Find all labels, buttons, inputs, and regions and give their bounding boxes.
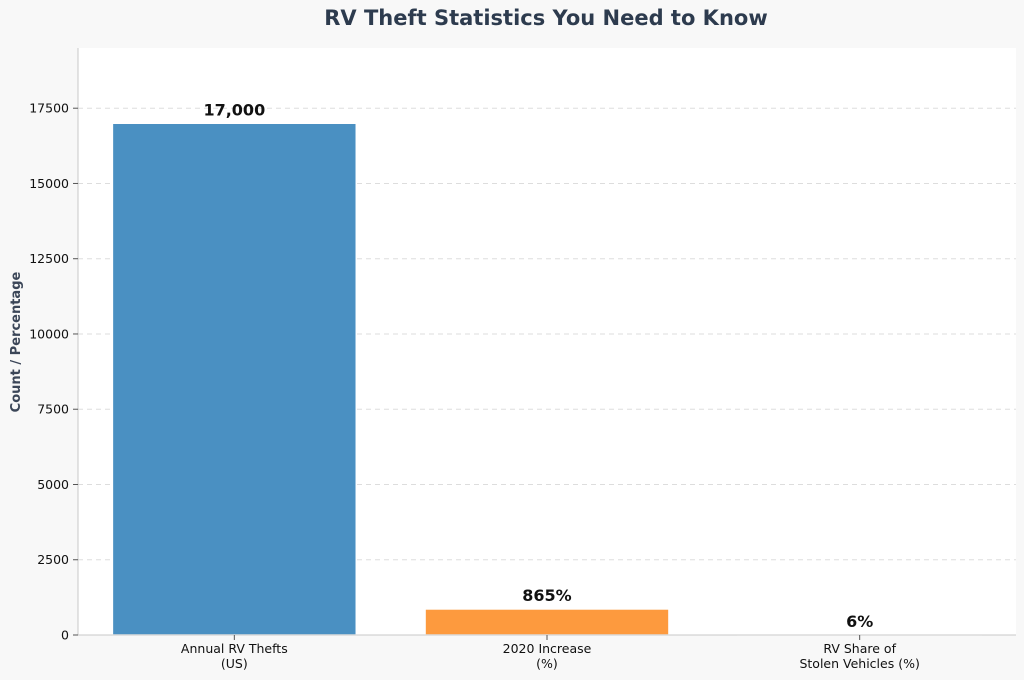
x-category-label-line: Stolen Vehicles (%)	[799, 656, 919, 671]
x-category-label: 2020 Increase (%)	[503, 641, 592, 671]
x-category-label-line: (%)	[536, 656, 558, 671]
bars	[111, 122, 983, 636]
y-tick-label: 10000	[29, 326, 69, 341]
x-category-label-line: (US)	[221, 656, 248, 671]
bar-data-label: 865%	[522, 586, 571, 605]
y-axis-label: Count / Percentage	[9, 271, 24, 412]
y-tick-label: 12500	[29, 251, 69, 266]
y-tick-label: 5000	[37, 477, 69, 492]
chart-title: RV Theft Statistics You Need to Know	[324, 6, 768, 30]
data-labels: 17,000 865% 6%	[203, 100, 873, 631]
y-ticks: 0 2500 5000 7500 10000 12500 15000 17500	[29, 101, 78, 643]
bar-data-label: 6%	[846, 612, 873, 631]
x-category-label-line: Annual RV Thefts	[181, 641, 288, 656]
x-category-label-line: RV Share of	[823, 641, 896, 656]
bar	[111, 122, 358, 636]
x-category-label-line: 2020 Increase	[503, 641, 592, 656]
bar-data-label: 17,000	[203, 100, 265, 119]
y-tick-label: 2500	[37, 552, 69, 567]
y-tick-label: 0	[61, 628, 69, 643]
y-tick-label: 15000	[29, 176, 69, 191]
x-category-label: Annual RV Thefts (US)	[181, 641, 288, 671]
y-tick-label: 17500	[29, 101, 69, 116]
bar	[424, 608, 670, 636]
y-tick-label: 7500	[37, 402, 69, 417]
x-category-labels: Annual RV Thefts (US) 2020 Increase (%) RV S…	[181, 635, 920, 671]
x-category-label: RV Share of Stolen Vehicles (%)	[799, 641, 919, 671]
